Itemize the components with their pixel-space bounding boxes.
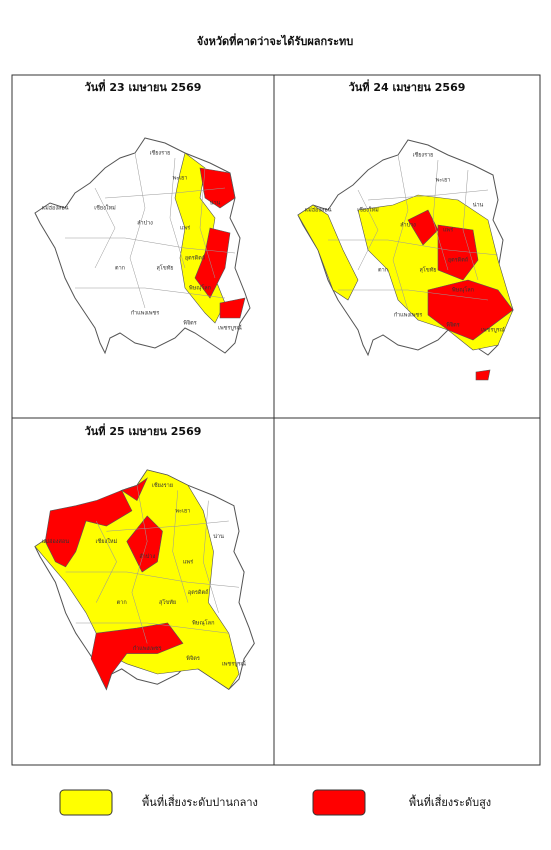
province-label: เชียงราย xyxy=(152,482,173,489)
province-label: แม่ฮ่องสอน xyxy=(42,538,70,545)
province-label: เชียงราย xyxy=(413,152,434,159)
province-label: พะเยา xyxy=(175,508,190,514)
province-label: อุตรดิตถ์ xyxy=(185,255,205,262)
legend-swatch xyxy=(312,789,366,816)
province-label: เพชรบูรณ์ xyxy=(222,659,246,667)
province-label: ตาก xyxy=(378,268,388,274)
province-label: ลำปาง xyxy=(400,222,416,229)
province-label: พิษณุโลก xyxy=(189,284,211,292)
province-label: พะเยา xyxy=(173,176,188,182)
province-label: น่าน xyxy=(473,203,484,209)
province-label: แพร่ xyxy=(183,559,193,565)
province-label: เพชรบูรณ์ xyxy=(481,327,505,334)
legend-label: พื้นที่เสี่ยงระดับสูง xyxy=(409,794,491,809)
province-label: แม่ฮ่องสอน xyxy=(305,207,332,214)
province-label: สุโขทัย xyxy=(157,264,174,272)
province-label: พิษณุโลก xyxy=(192,619,215,627)
province-label: เชียงใหม่ xyxy=(357,207,379,214)
province-label: สุโขทัย xyxy=(159,598,176,606)
legend-label: พื้นที่เสี่ยงระดับปานกลาง xyxy=(142,794,258,809)
province-label: เชียงใหม่ xyxy=(94,205,116,212)
province-label: กำแพงเพชร xyxy=(131,310,160,317)
legend-swatch xyxy=(59,789,113,816)
province-label: ตาก xyxy=(117,600,127,606)
province-label: เพชรบูรณ์ xyxy=(218,325,242,332)
province-label: อุตรดิตถ์ xyxy=(188,588,209,596)
province-label: สุโขทัย xyxy=(420,266,437,274)
province-label: พิจิตร xyxy=(446,322,460,329)
province-label: กำแพงเพชร xyxy=(133,645,162,652)
province-label: อุตรดิตถ์ xyxy=(448,257,468,264)
province-label: ลำปาง xyxy=(137,220,153,227)
province-label: น่าน xyxy=(213,534,224,540)
province-label: เชียงใหม่ xyxy=(95,538,117,545)
panel-title: วันที่ 23 เมษายน 2569 xyxy=(85,79,202,94)
page-title: จังหวัดที่คาดว่าจะได้รับผลกระทบ xyxy=(197,33,354,48)
grid-frame xyxy=(11,74,541,766)
province-label: น่าน xyxy=(210,201,221,207)
province-label: กำแพงเพชร xyxy=(394,312,423,319)
province-label: แพร่ xyxy=(443,228,453,234)
province-label: พิจิตร xyxy=(183,320,197,327)
province-label: แม่ฮ่องสอน xyxy=(42,205,69,212)
province-label: ลำปาง xyxy=(139,553,155,560)
province-label: ตาก xyxy=(115,266,125,272)
province-label: เชียงราย xyxy=(150,150,171,157)
panel-title: วันที่ 25 เมษายน 2569 xyxy=(85,423,202,438)
panel-title: วันที่ 24 เมษายน 2569 xyxy=(349,79,466,94)
province-label: พิจิตร xyxy=(186,655,200,662)
province-label: แพร่ xyxy=(180,226,190,232)
province-label: พะเยา xyxy=(436,178,451,184)
province-label: พิษณุโลก xyxy=(452,286,474,294)
